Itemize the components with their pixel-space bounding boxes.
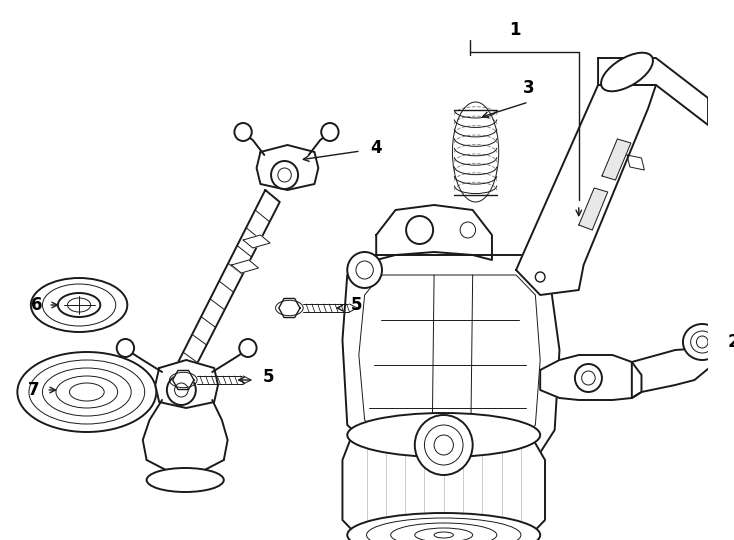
Circle shape [271, 161, 298, 189]
Polygon shape [244, 376, 251, 384]
Polygon shape [540, 355, 642, 400]
Circle shape [581, 371, 595, 385]
Circle shape [167, 375, 196, 405]
Circle shape [321, 123, 338, 141]
Polygon shape [516, 85, 656, 295]
Ellipse shape [601, 53, 653, 91]
Polygon shape [632, 348, 712, 398]
Text: 3: 3 [523, 79, 534, 97]
Polygon shape [231, 260, 258, 273]
Circle shape [239, 339, 257, 357]
Ellipse shape [18, 352, 156, 432]
Circle shape [460, 222, 476, 238]
Polygon shape [598, 58, 708, 125]
Circle shape [175, 383, 188, 397]
Ellipse shape [31, 278, 127, 332]
Text: 5: 5 [263, 368, 274, 386]
Text: 7: 7 [28, 381, 40, 399]
Polygon shape [257, 145, 319, 190]
Text: 5: 5 [351, 296, 363, 314]
Polygon shape [279, 299, 300, 318]
Polygon shape [164, 190, 280, 400]
Polygon shape [349, 304, 357, 312]
Ellipse shape [43, 284, 116, 326]
Polygon shape [343, 435, 545, 535]
Circle shape [415, 415, 473, 475]
Text: 1: 1 [509, 21, 521, 39]
Polygon shape [172, 370, 194, 389]
Polygon shape [579, 188, 608, 230]
Circle shape [697, 336, 708, 348]
Circle shape [356, 261, 374, 279]
Polygon shape [343, 255, 559, 460]
Text: 6: 6 [31, 296, 43, 314]
Polygon shape [156, 360, 218, 408]
Ellipse shape [347, 513, 540, 540]
Ellipse shape [58, 293, 101, 317]
Circle shape [575, 364, 602, 392]
Circle shape [434, 435, 454, 455]
Ellipse shape [70, 383, 104, 401]
Circle shape [424, 425, 463, 465]
Circle shape [347, 252, 382, 288]
Polygon shape [602, 139, 631, 180]
Ellipse shape [691, 331, 714, 353]
Ellipse shape [68, 298, 91, 312]
Text: 4: 4 [371, 139, 382, 157]
Polygon shape [243, 235, 270, 248]
Circle shape [234, 123, 252, 141]
Circle shape [277, 168, 291, 182]
Polygon shape [359, 275, 540, 440]
Ellipse shape [347, 413, 540, 457]
Polygon shape [377, 205, 492, 260]
Text: 2: 2 [727, 333, 734, 351]
Circle shape [117, 339, 134, 357]
Circle shape [535, 272, 545, 282]
Circle shape [406, 216, 433, 244]
Ellipse shape [147, 468, 224, 492]
Ellipse shape [683, 324, 722, 360]
